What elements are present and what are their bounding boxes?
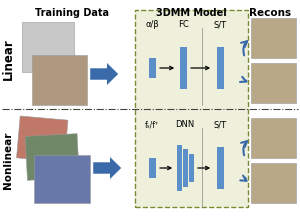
Bar — [180, 47, 187, 89]
Text: S/T: S/T — [214, 120, 226, 129]
Text: FC: FC — [178, 20, 188, 29]
Bar — [217, 47, 224, 89]
Bar — [183, 149, 188, 187]
Text: Training Data: Training Data — [35, 8, 109, 18]
Bar — [217, 147, 224, 189]
Text: DNN: DNN — [176, 120, 195, 129]
Polygon shape — [16, 116, 68, 162]
Text: S/T: S/T — [214, 20, 226, 29]
Polygon shape — [93, 157, 121, 179]
Bar — [251, 163, 296, 203]
Bar — [177, 145, 182, 191]
Bar — [251, 118, 296, 158]
Text: α/β: α/β — [145, 20, 159, 29]
Text: Linear: Linear — [2, 38, 15, 80]
Text: Nonlinear: Nonlinear — [3, 131, 13, 189]
Polygon shape — [25, 134, 79, 180]
Text: Recons: Recons — [249, 8, 291, 18]
Bar — [34, 155, 90, 203]
Bar — [135, 10, 248, 207]
Bar — [189, 154, 194, 182]
Bar — [149, 58, 156, 78]
Bar — [32, 55, 87, 105]
Text: fₛ/fᵀ: fₛ/fᵀ — [145, 120, 159, 129]
Text: 3DMM Model: 3DMM Model — [156, 8, 226, 18]
Bar — [251, 63, 296, 103]
Polygon shape — [90, 63, 118, 85]
Bar — [149, 158, 156, 178]
Bar — [22, 22, 74, 72]
Bar — [251, 18, 296, 58]
